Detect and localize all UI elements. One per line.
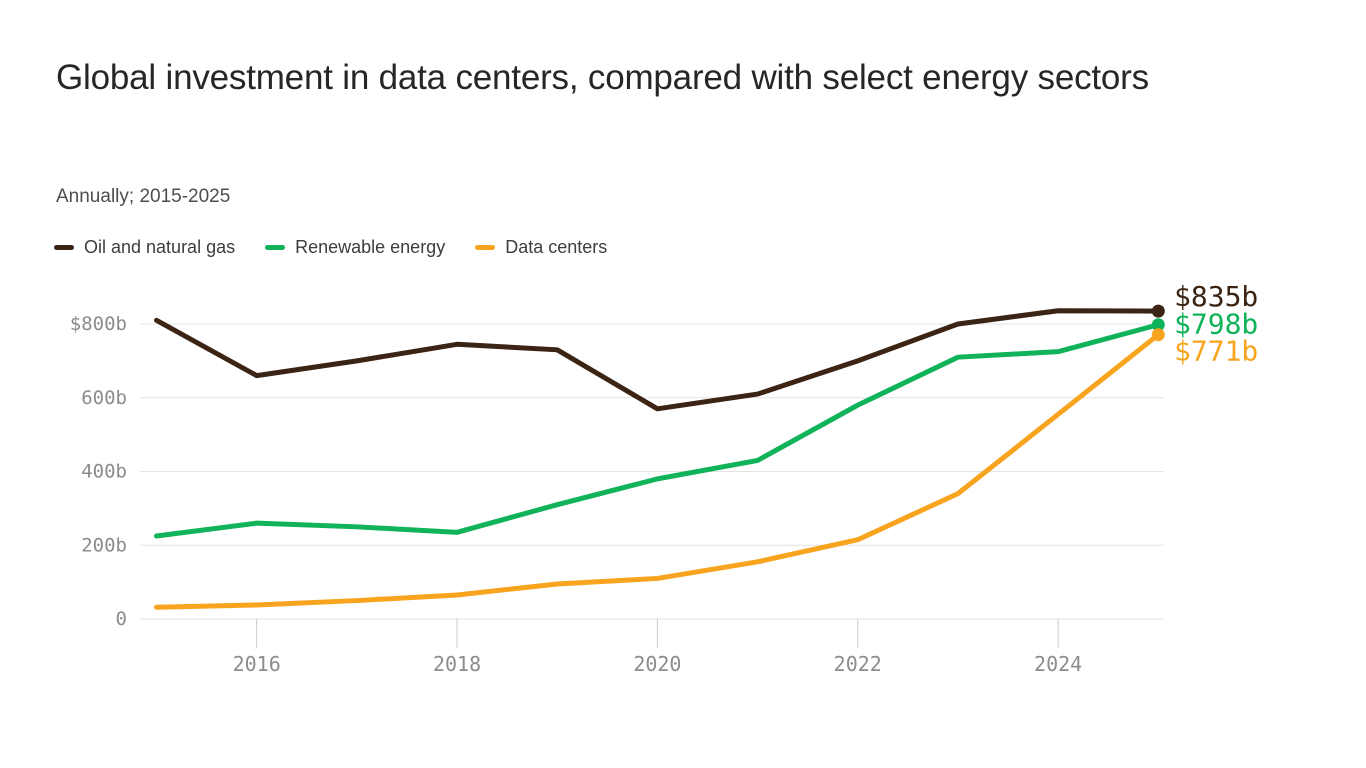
series-end-dot-renewable-energy <box>1151 318 1165 332</box>
series-end-dot-oil-and-natural-gas <box>1151 304 1165 318</box>
series-end-label-renewable-energy: $798b <box>1174 308 1258 341</box>
series-end-label-oil-and-natural-gas: $835b <box>1174 280 1258 313</box>
legend-item-data-centers: Data centers <box>475 237 607 258</box>
legend-swatch-data-centers-icon <box>475 245 496 250</box>
x-axis-label-2020: 2020 <box>633 652 681 676</box>
y-axis-label-0: 0 <box>116 608 127 630</box>
legend-label-renewables: Renewable energy <box>295 237 446 257</box>
legend: Oil and natural gas Renewable energy Dat… <box>54 237 607 258</box>
series-end-label-data-centers: $771b <box>1174 335 1258 368</box>
series-line-renewable-energy <box>154 322 1161 539</box>
x-axis-label-2024: 2024 <box>1034 652 1082 676</box>
legend-swatch-renewables-icon <box>265 245 286 250</box>
legend-item-renewable-energy: Renewable energy <box>265 237 445 258</box>
x-axis-label-2018: 2018 <box>433 652 481 676</box>
y-axis-label-400: 400b <box>81 461 127 483</box>
legend-swatch-oil-icon <box>54 245 74 250</box>
y-axis-label-800: $800b <box>70 313 127 335</box>
y-axis-label-200: 200b <box>81 534 127 556</box>
legend-label-oil: Oil and natural gas <box>84 237 236 257</box>
y-axis-label-600: 600b <box>81 387 127 409</box>
series-end-dot-data-centers <box>1151 328 1165 342</box>
legend-item-oil-and-natural-gas: Oil and natural gas <box>54 237 235 258</box>
chart-title: Global investment in data centers, compa… <box>56 58 1149 97</box>
series-line-oil-and-natural-gas <box>154 308 1161 412</box>
series-line-data-centers <box>154 332 1161 610</box>
x-axis-label-2022: 2022 <box>834 652 882 676</box>
chart-subtitle: Annually; 2015-2025 <box>56 186 231 207</box>
legend-label-data-centers: Data centers <box>505 237 608 257</box>
x-axis-label-2016: 2016 <box>233 652 281 676</box>
